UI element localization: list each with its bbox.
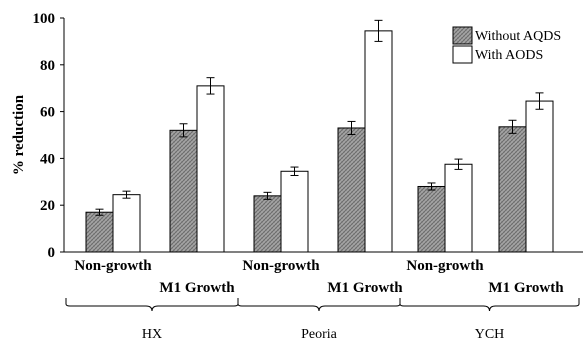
y-tick-label: 60 (40, 105, 55, 121)
legend-swatch (452, 26, 473, 45)
bar-with-aods (525, 100, 554, 253)
bar-with-aods (112, 194, 141, 253)
axes: 0 20 40 60 80 100 % reduction (11, 11, 583, 261)
legend-label: With AODS (475, 48, 543, 63)
category-label: Non-growth (74, 258, 152, 274)
bar-without-aqds (337, 127, 366, 253)
bar-without-aqds (85, 211, 114, 253)
y-axis-title: % reduction (11, 94, 27, 175)
group-brace (65, 298, 239, 312)
category-label: M1 Growth (159, 280, 235, 296)
y-tick-label: 80 (40, 58, 55, 74)
category-label: Non-growth (406, 258, 484, 274)
group-brace (399, 298, 580, 312)
group-label: HX (142, 327, 162, 342)
category-label: M1 Growth (488, 280, 564, 296)
bar-without-aqds (253, 195, 282, 253)
category-label: Non-growth (242, 258, 320, 274)
legend-swatch (452, 45, 473, 64)
bar-without-aqds (417, 185, 446, 253)
y-tick-label: 40 (40, 151, 55, 167)
bar-with-aods (364, 30, 393, 253)
bar-without-aqds (169, 129, 198, 253)
bar-with-aods (280, 170, 309, 253)
category-label: M1 Growth (327, 280, 403, 296)
bar-with-aods (444, 163, 473, 253)
bar-with-aods (196, 85, 225, 253)
group-label: Peoria (301, 327, 338, 342)
y-tick-label: 100 (33, 11, 56, 27)
group-label: YCH (475, 327, 505, 342)
y-tick-label: 0 (48, 245, 56, 261)
legend-label: Without AQDS (475, 29, 561, 44)
legend: Without AQDS With AODS (452, 26, 561, 64)
y-tick-label: 20 (40, 198, 55, 214)
bars (85, 19, 554, 253)
bar-without-aqds (498, 126, 527, 253)
group-brace (237, 298, 401, 312)
